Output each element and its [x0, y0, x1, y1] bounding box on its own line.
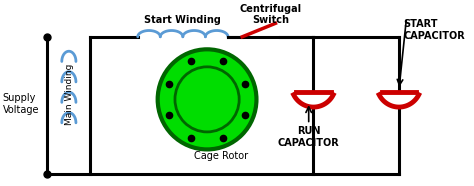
Text: Supply
Voltage: Supply Voltage [3, 93, 39, 115]
Text: Start Winding: Start Winding [145, 15, 221, 25]
Text: Main Winding: Main Winding [65, 64, 74, 125]
Text: Centrifugal
Switch: Centrifugal Switch [240, 4, 302, 25]
Text: START
CAPACITOR: START CAPACITOR [404, 20, 465, 41]
Text: RUN
CAPACITOR: RUN CAPACITOR [278, 126, 339, 148]
Circle shape [158, 49, 256, 149]
Text: Cage Rotor: Cage Rotor [194, 151, 248, 161]
Circle shape [175, 67, 239, 132]
